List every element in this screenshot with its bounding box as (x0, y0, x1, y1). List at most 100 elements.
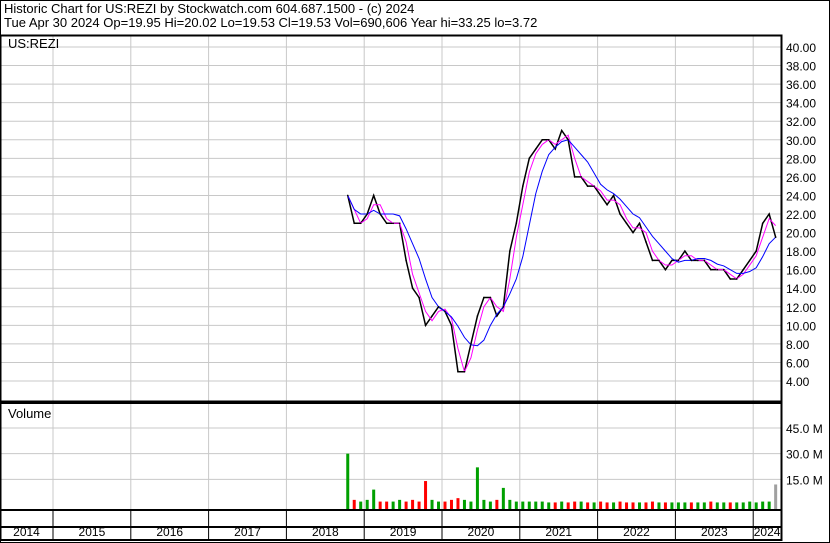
volume-bar (715, 502, 719, 509)
volume-label: Volume (8, 406, 51, 421)
price-point (593, 185, 595, 187)
price-point (554, 148, 557, 150)
price-tick-label: 36.00 (786, 78, 816, 92)
volume-bar (417, 501, 421, 509)
volume-bar (644, 502, 648, 509)
volume-bar (663, 502, 667, 509)
volume-bar (586, 502, 590, 509)
price-point (671, 259, 673, 262)
price-point (450, 324, 453, 327)
volume-bar (424, 481, 428, 509)
price-point (502, 305, 505, 308)
volume-bar (391, 501, 395, 509)
price-point (398, 222, 401, 225)
year-label: 2014 (13, 525, 40, 539)
price-point (599, 194, 602, 197)
price-point (359, 222, 362, 225)
price-tick-label: 40.00 (786, 41, 816, 55)
volume-bar (689, 502, 693, 509)
year-label: 2019 (390, 525, 417, 539)
volume-bar (488, 501, 492, 509)
year-label: 2017 (234, 525, 261, 539)
price-point (761, 222, 764, 225)
price-point (489, 296, 492, 299)
volume-bar (702, 502, 706, 509)
price-point (612, 194, 615, 197)
price-point (748, 259, 751, 262)
price-point (580, 176, 582, 178)
volume-bar (579, 501, 583, 509)
price-tick-label: 28.00 (786, 152, 816, 166)
price-point (470, 343, 472, 345)
price-point (366, 213, 369, 215)
volume-bar (650, 501, 654, 509)
volume-bar (638, 502, 641, 509)
price-tick-label: 20.00 (786, 227, 816, 241)
volume-bar (398, 499, 402, 509)
price-point (710, 268, 712, 271)
volume-bar (625, 502, 629, 509)
price-point (632, 231, 634, 234)
price-point (716, 268, 719, 271)
volume-bar (774, 484, 778, 509)
price-point (379, 213, 381, 215)
volume-bar (449, 499, 453, 509)
long-moving-average-line (347, 139, 777, 347)
volume-bar (709, 501, 713, 509)
chart-header-quote: Tue Apr 30 2024 Op=19.95 Hi=20.02 Lo=19.… (4, 15, 538, 30)
price-point (677, 259, 680, 262)
price-point (444, 310, 446, 313)
price-point (476, 315, 479, 317)
price-point (547, 138, 550, 141)
volume-bar (346, 453, 350, 509)
price-point (684, 250, 686, 252)
price-point (372, 194, 375, 197)
price-tick-label: 18.00 (786, 245, 816, 259)
volume-bar (560, 501, 564, 509)
volume-tick-label: 15.0 M (786, 473, 823, 487)
volume-bar (385, 501, 389, 509)
price-point (664, 268, 667, 271)
price-point (353, 222, 356, 225)
volume-bar (482, 499, 486, 509)
price-point (697, 259, 699, 262)
price-point (457, 370, 459, 373)
volume-bar (631, 502, 635, 509)
volume-bar (553, 502, 557, 509)
price-point (437, 305, 440, 308)
price-point (534, 148, 537, 150)
year-label: 2024 (754, 525, 781, 539)
price-point (431, 315, 433, 317)
price-point (768, 213, 770, 215)
volume-bar (599, 501, 603, 509)
volume-tick-label: 45.0 M (786, 422, 823, 436)
price-tick-label: 14.00 (786, 282, 816, 296)
volume-bar (735, 502, 739, 509)
volume-bar (527, 501, 531, 509)
price-point (392, 222, 394, 225)
price-point (424, 324, 427, 327)
year-label: 2016 (156, 525, 183, 539)
price-point (528, 157, 531, 160)
volume-bar (683, 502, 687, 509)
price-point (560, 129, 563, 132)
volume-bar (521, 501, 525, 509)
volume-bar (437, 501, 441, 509)
chart-header-title: Historic Chart for US:REZI by Stockwatch… (4, 1, 415, 16)
volume-bar (670, 502, 674, 509)
volume-bar (443, 501, 447, 509)
price-point (658, 259, 660, 262)
volume-bar (748, 501, 752, 509)
price-point (755, 250, 757, 252)
volume-bar (605, 502, 609, 509)
price-point (405, 259, 407, 262)
volume-tick-label: 30.0 M (786, 448, 823, 462)
volume-bar (469, 501, 473, 509)
price-point (722, 268, 725, 271)
volume-bar (722, 502, 726, 509)
volume-bar (612, 502, 616, 509)
volume-bar (728, 502, 732, 509)
year-label: 2018 (312, 525, 339, 539)
